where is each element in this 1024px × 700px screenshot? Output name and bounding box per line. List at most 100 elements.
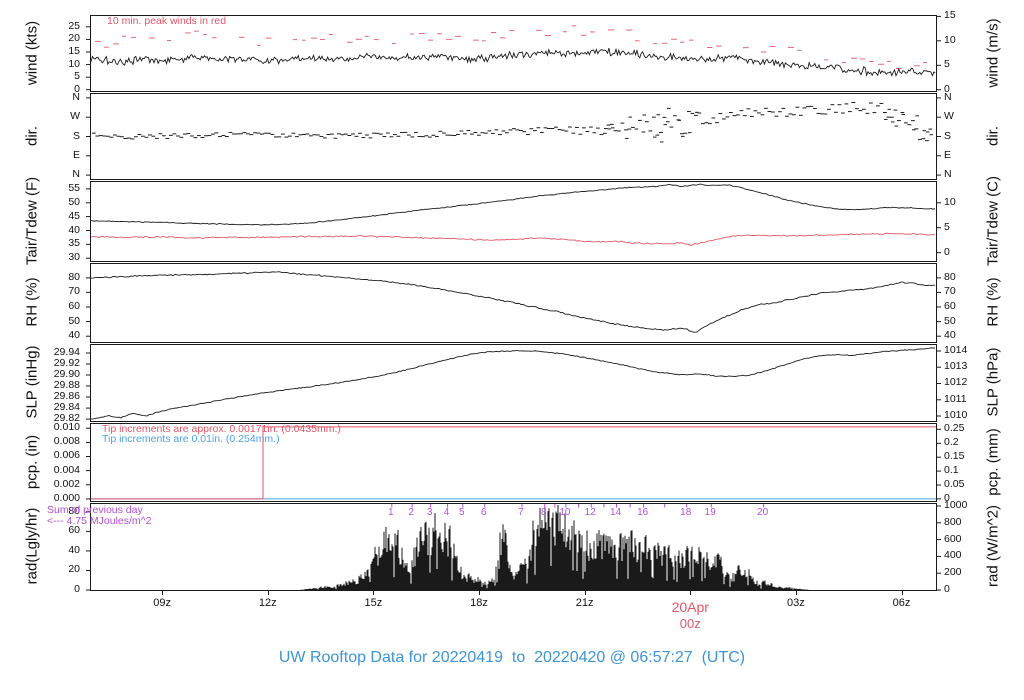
y-tick-label-left: 29.88	[53, 379, 80, 392]
y-tick-label-left: 0.010	[53, 421, 80, 434]
axis-title-right-temp: Tair/Tdew (C)	[984, 175, 1002, 266]
y-tick-label-right: 50	[944, 314, 956, 327]
y-tick-label-right: 1013	[944, 360, 968, 373]
y-tick-label-left: 0.000	[53, 491, 80, 504]
y-tick-label-right: 0.15	[944, 450, 965, 463]
axis-title-left-slp: SLP (inHg)	[23, 345, 41, 419]
x-axis-label: 06z	[892, 597, 911, 609]
Tdew_F	[90, 232, 936, 247]
y-tick-label-left: 15	[68, 44, 80, 57]
rad-sum-label: 8	[540, 507, 547, 518]
x-axis-tick	[373, 590, 375, 595]
rad-sum-label: 1	[388, 507, 394, 518]
y-tick-label-left: 80	[68, 504, 80, 517]
axis-title-left-temp: Tair/Tdew (F)	[23, 176, 41, 265]
rad-sum-label: 14	[610, 507, 622, 518]
x-axis-tick	[162, 590, 164, 595]
y-tick-label-left: E	[72, 148, 80, 161]
y-tick-label-left: 0.008	[53, 435, 80, 448]
y-tick-label-right: 0.05	[944, 477, 965, 490]
axis-title-left-rad: rad(Lgly/hr)	[23, 507, 41, 585]
y-tick-label-left: 55	[68, 181, 80, 194]
y-tick-label-left: 0	[74, 82, 80, 95]
y-tick-label-right: 1011	[944, 392, 967, 405]
y-tick-label-right: 800	[944, 515, 962, 528]
Tair_F	[90, 183, 936, 226]
y-tick-label-left: 29.84	[53, 401, 80, 414]
rad-sum-label: 7	[518, 507, 524, 518]
y-tick-label-left: 60	[68, 524, 80, 537]
y-tick-label-right: N	[944, 90, 952, 103]
x-axis-tick	[795, 590, 797, 595]
annotation-rad-0: Sum of previous day	[47, 504, 143, 516]
rh-plot-canvas	[86, 271, 941, 337]
y-tick-label-right: 10	[944, 195, 956, 208]
y-tick-label-left: W	[70, 110, 80, 123]
y-tick-label-right: 70	[944, 285, 956, 298]
y-tick-label-left: 0.002	[53, 477, 80, 490]
y-tick-label-right: 40	[944, 329, 956, 342]
rad-sum-label: 5	[459, 507, 465, 518]
y-tick-label-right: 10	[944, 33, 956, 46]
y-tick-label-left: 50	[68, 314, 80, 327]
axis-title-left-dir: dir.	[23, 125, 41, 146]
y-tick-label-left: 0	[74, 583, 80, 595]
y-tick-label-right: 15	[944, 9, 956, 22]
wind-plot-canvas	[86, 15, 941, 91]
axis-title-left-wind: wind (kts)	[23, 20, 41, 85]
rad-sum-label: 2	[408, 507, 414, 518]
y-tick-label-left: 5	[74, 70, 80, 83]
y-tick-label-left: 10	[68, 57, 80, 70]
y-tick-label-left: 70	[68, 285, 80, 298]
pcp_cumulative_000171in_gauge	[91, 426, 936, 500]
rad-sum-label: 18	[680, 507, 692, 518]
y-tick-label-right: 600	[944, 532, 962, 545]
x-axis-label: 15z	[364, 597, 383, 609]
slp-plot-canvas	[86, 347, 941, 420]
y-tick-label-right: 5	[944, 58, 950, 71]
annotation-rad-1: <--- 4.75 MJoules/m^2	[47, 515, 152, 527]
y-tick-label-right: 1014	[944, 344, 968, 356]
y-tick-label-right: S	[944, 129, 952, 142]
panel-dir	[86, 93, 941, 180]
y-tick-label-right: 1012	[944, 376, 968, 389]
y-tick-label-right: 1000	[944, 498, 968, 511]
y-tick-label-left: N	[72, 90, 80, 103]
y-tick-label-left: N	[72, 168, 80, 181]
y-tick-label-left: 45	[68, 209, 80, 222]
panel-rh	[86, 263, 941, 343]
rad-sum-label: 19	[704, 507, 716, 518]
relative_humidity_pct	[90, 271, 936, 333]
y-tick-label-right: 80	[944, 270, 956, 283]
x-axis-tick	[479, 590, 481, 595]
pcp-plot-canvas	[86, 426, 941, 500]
annotation-pcp-1: Tip increments are 0.01in. (0.254mm.)	[102, 433, 280, 445]
y-tick-label-right: E	[944, 148, 952, 161]
x-axis-date-label: 20Apr	[671, 599, 709, 615]
sea_level_pressure_inHg	[90, 347, 935, 420]
panel-temp	[86, 181, 941, 262]
y-tick-label-right: 400	[944, 549, 962, 562]
x-axis-date-label2: 00z	[679, 616, 701, 631]
y-tick-label-left: 29.86	[53, 390, 80, 403]
y-tick-label-right: 0	[944, 583, 950, 595]
rad-sum-label: 12	[584, 507, 596, 518]
y-tick-label-left: 40	[68, 223, 80, 236]
x-axis-tick	[267, 590, 269, 595]
y-tick-label-left: 29.90	[53, 368, 80, 380]
y-tick-label-left: 0.006	[53, 449, 80, 462]
axis-title-right-wind: wind (m/s)	[984, 17, 1002, 88]
y-tick-label-left: 30	[68, 251, 80, 264]
temp-plot-canvas	[86, 183, 941, 259]
axis-title-right-slp: SLP (hPa)	[984, 347, 1002, 417]
axis-title-left-pcp: pcp. (in)	[23, 434, 41, 489]
y-tick-label-right: 0	[944, 491, 950, 504]
x-axis-label: 21z	[575, 597, 594, 609]
y-tick-label-left: 40	[68, 543, 80, 556]
panel-pcp	[86, 423, 941, 502]
axis-title-right-dir: dir.	[984, 125, 1002, 146]
x-axis-tick	[584, 590, 586, 595]
y-tick-label-left: 29.92	[53, 357, 80, 369]
rad-sum-label: 3	[426, 507, 433, 518]
